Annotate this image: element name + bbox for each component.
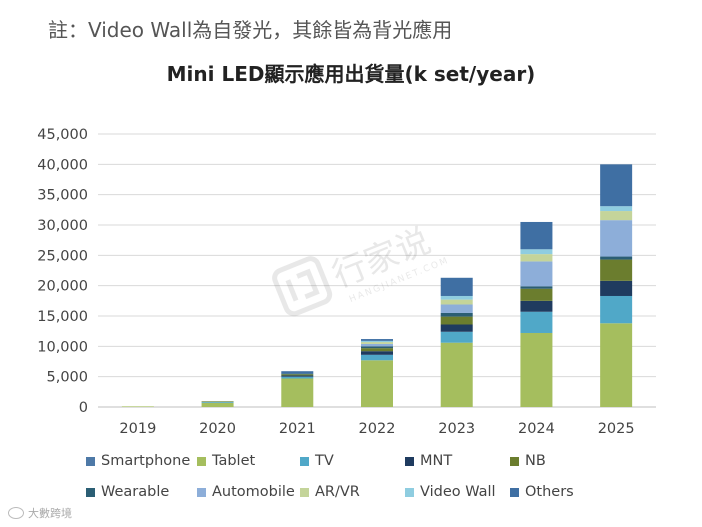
bar-segment <box>281 376 314 379</box>
bar-segment <box>440 312 473 317</box>
bar-segment <box>201 401 234 402</box>
bar-segment <box>361 360 393 407</box>
bar-segment <box>520 221 553 250</box>
bar-segment <box>600 206 633 212</box>
y-tick-label: 10,000 <box>37 339 88 355</box>
footer-source-text: 大數跨境 <box>28 507 72 520</box>
bar-segment <box>361 346 393 349</box>
bar-segment <box>281 378 314 407</box>
x-tick-label: 2020 <box>199 421 236 437</box>
y-tick-label: 30,000 <box>37 218 88 234</box>
bar-segment <box>281 374 314 376</box>
footer-source: 大數跨境 <box>8 505 72 521</box>
bar-segment <box>201 402 234 407</box>
bar-segment <box>361 348 393 352</box>
bar-segment <box>440 299 473 305</box>
bar-segment <box>281 371 314 374</box>
bar-segment <box>600 220 633 257</box>
bar-segment <box>440 295 473 300</box>
bar-segment <box>520 254 553 262</box>
bar-segment <box>520 261 553 287</box>
bar-segment <box>440 331 473 343</box>
bar-segment <box>361 342 393 344</box>
bar-segment <box>440 316 473 325</box>
x-tick-label: 2023 <box>438 421 475 437</box>
bar-segment <box>520 286 553 289</box>
bar-segment <box>440 277 473 296</box>
bar-segment <box>600 259 633 281</box>
bar-segment <box>361 351 393 355</box>
chart-title: Mini LED顯示應用出貨量(k set/year) <box>166 62 536 86</box>
y-tick-label: 35,000 <box>37 188 88 204</box>
y-tick-label: 15,000 <box>37 309 88 325</box>
bar-segment <box>520 300 553 312</box>
bar-segment <box>600 323 633 407</box>
chart-note: 註：Video Wall為自發光，其餘皆為背光應用 <box>48 18 453 42</box>
bar-segment <box>520 288 553 301</box>
bar-segment <box>440 304 473 313</box>
bar-segment <box>600 211 633 221</box>
bar-segment <box>201 401 234 403</box>
bar-segment <box>361 343 393 347</box>
bar-segment <box>281 373 314 375</box>
x-tick-label: 2019 <box>119 421 156 437</box>
x-tick-label: 2024 <box>518 421 555 437</box>
source-logo-icon <box>8 507 24 519</box>
bar-segment <box>520 332 553 407</box>
bar-segment <box>520 249 553 255</box>
y-tick-label: 40,000 <box>37 157 88 173</box>
bar-segment <box>281 375 314 377</box>
bar-segment <box>361 354 393 361</box>
bar-segment <box>600 280 633 296</box>
bar-segment <box>600 164 633 207</box>
y-tick-label: 45,000 <box>37 127 88 143</box>
bar-segment <box>361 340 393 343</box>
bar-segment <box>600 295 633 324</box>
y-tick-label: 20,000 <box>37 279 88 295</box>
bar-segment <box>121 406 154 407</box>
bar-segment <box>520 311 553 333</box>
bar-segment <box>361 339 393 341</box>
x-tick-label: 2022 <box>359 421 396 437</box>
x-tick-label: 2021 <box>279 421 316 437</box>
x-tick-label: 2025 <box>598 421 635 437</box>
bar-segment <box>440 342 473 407</box>
y-tick-label: 5,000 <box>46 370 88 386</box>
bar-segment <box>600 256 633 260</box>
y-tick-label: 0 <box>79 400 88 416</box>
y-tick-label: 25,000 <box>37 248 88 264</box>
bar-segment <box>440 324 473 332</box>
